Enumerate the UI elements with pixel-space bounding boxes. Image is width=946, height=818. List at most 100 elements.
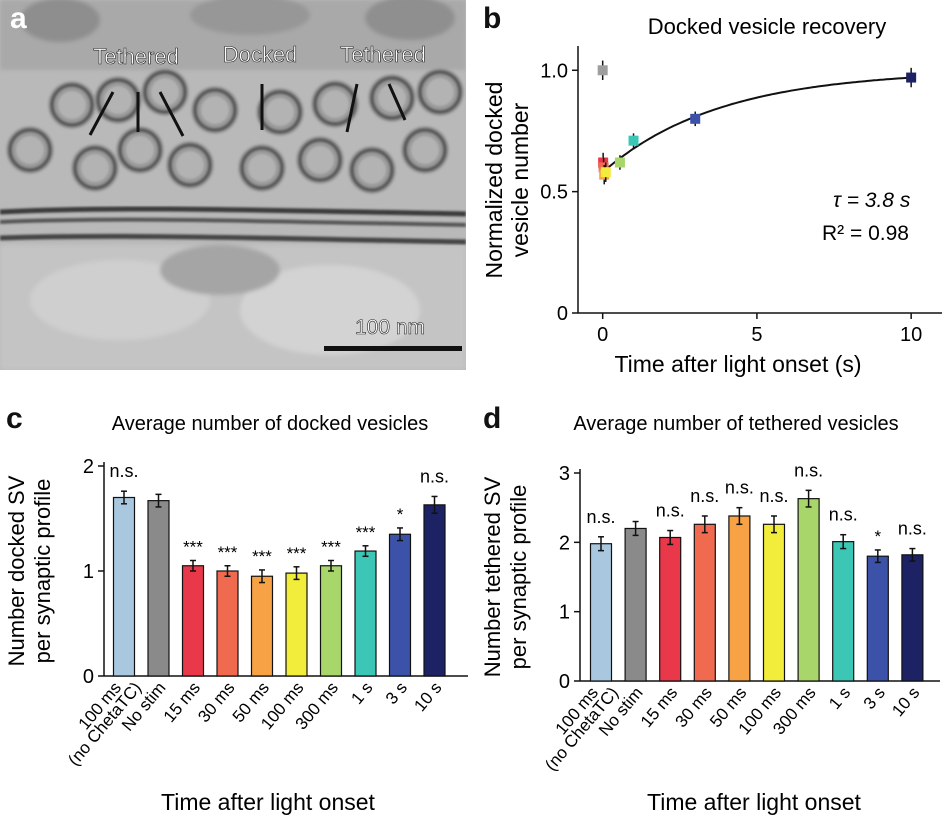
chart-b-fit-curve [602, 76, 912, 173]
chart-b-point [628, 135, 639, 146]
panel-letter-b: b [483, 2, 502, 35]
chart-b-ylabel-line: Normalized docked [481, 82, 507, 279]
chart-d-bar [659, 536, 682, 682]
chart-c-significance: *** [183, 538, 203, 557]
chart-c-category-label: 1 s [347, 678, 376, 708]
chart-d-tethered-bars: Average number of tethered vesicles 0 1 2 3… [480, 413, 940, 815]
chart-d-bar [624, 527, 647, 682]
chart-d-significance: * [874, 527, 881, 546]
chart-c-category-label: 3 s [382, 678, 411, 708]
chart-b-point [614, 157, 625, 168]
chart-c-title: Average number of docked vesicles [112, 413, 428, 435]
vesicle-membrane [370, 76, 414, 120]
chart-d-ylabel-line: per synaptic profile [506, 485, 531, 670]
chart-c-bar [112, 496, 136, 677]
vesicle-lumen [16, 136, 44, 164]
chart-d-significance: n.s. [586, 507, 615, 527]
vesicle-membrane [240, 146, 284, 190]
chart-d-bar [762, 523, 786, 682]
scale-bar [324, 346, 462, 351]
chart-d-bar [901, 554, 924, 682]
chart-d-bar [832, 541, 855, 682]
chart-d-significance: n.s. [656, 501, 685, 521]
pointer-line [345, 83, 359, 133]
vesicle-lumen [81, 154, 109, 182]
chart-d-ylabel-line: Number tethered SV [480, 476, 505, 677]
chart-b-tau: τ = 3.8 s [833, 189, 911, 212]
vesicle-lumen [321, 90, 349, 118]
chart-b-xtick-label: 5 [751, 324, 762, 346]
panel-letter-c: c [6, 402, 23, 435]
chart-b-r2: R² = 0.98 [822, 222, 909, 245]
vesicle-membrane [73, 146, 117, 190]
panel-letter-d: d [483, 402, 502, 435]
chart-d-significance: n.s. [794, 460, 823, 480]
chart-d-bar [797, 498, 820, 682]
vesicle-lumen [426, 78, 454, 106]
vesicle-membrane [50, 83, 94, 127]
chart-c-significance: *** [287, 544, 307, 563]
pointer-line [158, 91, 185, 137]
chart-b-ytick-label: 0 [557, 303, 568, 325]
chart-b-point [597, 65, 608, 76]
chart-c-significance: *** [252, 547, 272, 566]
vesicle-membrane [350, 148, 394, 192]
chart-b-point [906, 72, 917, 83]
vesicle-membrane [298, 138, 342, 182]
chart-b-xtick-label: 0 [597, 324, 608, 346]
chart-d-significance: n.s. [690, 486, 719, 506]
chart-c-docked-bars: Average number of docked vesicles 0 1 2 Num… [4, 413, 468, 815]
vesicle-lumen [306, 146, 334, 174]
scale-bar-label: 100 nm [355, 316, 425, 339]
chart-d-category-label: 15 ms [637, 683, 681, 731]
vesicle-lumen [151, 78, 179, 106]
chart-d-ytick-label: 0 [559, 671, 570, 693]
vesicle-lumen [411, 136, 439, 164]
vesicle-membrane [8, 128, 52, 172]
vesicle-membrane [193, 88, 237, 132]
chart-c-bar [285, 572, 308, 677]
chart-c-bar [181, 565, 205, 677]
vesicle-lumen [201, 96, 229, 124]
vesicle-lumen [248, 154, 276, 182]
vesicle-lumen [176, 151, 204, 179]
vesicle-membrane [258, 90, 302, 134]
chart-d-bar [693, 523, 716, 682]
chart-d-significance: n.s. [759, 486, 788, 506]
chart-d-category-label: 3 s [860, 683, 889, 713]
chart-c-significance: n.s. [420, 466, 449, 486]
chart-c-bar [388, 533, 412, 677]
vesicle-membrane [118, 128, 162, 172]
chart-c-ytick-label: 2 [83, 456, 94, 478]
vesicle-lumen [358, 156, 386, 184]
panel-letter-a: a [10, 2, 27, 35]
chart-b-docked-recovery: Docked vesicle recovery Normalized docke… [481, 14, 942, 377]
vesicle-membrane [403, 128, 447, 172]
chart-c-ytick-label: 0 [83, 666, 94, 688]
chart-d-ytick-label: 3 [559, 463, 570, 485]
chart-c-ylabel-line: per synaptic profile [30, 479, 55, 664]
chart-c-significance: *** [356, 523, 376, 542]
chart-c-category-label: 15 ms [160, 678, 204, 726]
chart-c-bar [423, 504, 446, 677]
chart-c-significance: * [397, 505, 404, 524]
chart-c-bar [216, 570, 239, 677]
chart-b-ytick-label: 0.5 [540, 182, 568, 204]
chart-b-ylabel: Normalized docked vesicle number [481, 82, 533, 279]
label-docked: Docked [223, 42, 298, 67]
label-tethered-right: Tethered [340, 42, 426, 67]
chart-d-significance: n.s. [898, 519, 927, 539]
chart-c-bar [354, 550, 377, 677]
chart-d-bar [728, 515, 751, 682]
chart-c-xlabel: Time after light onset [161, 789, 376, 815]
chart-b-point [600, 167, 611, 178]
chart-d-xlabel: Time after light onset [647, 789, 862, 815]
chart-d-category-label: 10 s [888, 683, 923, 720]
chart-c-bar [147, 500, 170, 677]
vesicle-lumen [126, 136, 154, 164]
chart-b-xlabel: Time after light onset (s) [614, 351, 861, 377]
chart-d-title: Average number of tethered vesicles [573, 413, 898, 435]
chart-b-ylabel-line: vesicle number [507, 102, 533, 257]
chart-d-bar [866, 555, 889, 682]
chart-c-ylabel-line: Number docked SV [4, 475, 29, 666]
